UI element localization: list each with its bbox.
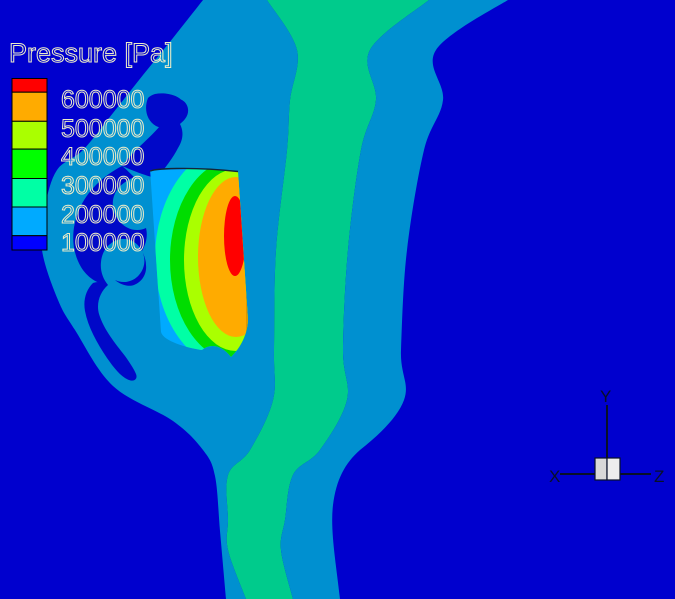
svg-text:X: X xyxy=(549,467,560,486)
svg-text:300000: 300000 xyxy=(61,172,144,200)
svg-text:Y: Y xyxy=(600,387,611,406)
svg-text:100000: 100000 xyxy=(61,229,144,257)
svg-text:500000: 500000 xyxy=(61,115,144,143)
svg-text:Pressure [Pa]: Pressure [Pa] xyxy=(9,38,173,68)
svg-text:400000: 400000 xyxy=(61,143,144,171)
svg-text:600000: 600000 xyxy=(61,86,144,114)
svg-text:Z: Z xyxy=(654,467,664,486)
svg-text:200000: 200000 xyxy=(61,201,144,229)
